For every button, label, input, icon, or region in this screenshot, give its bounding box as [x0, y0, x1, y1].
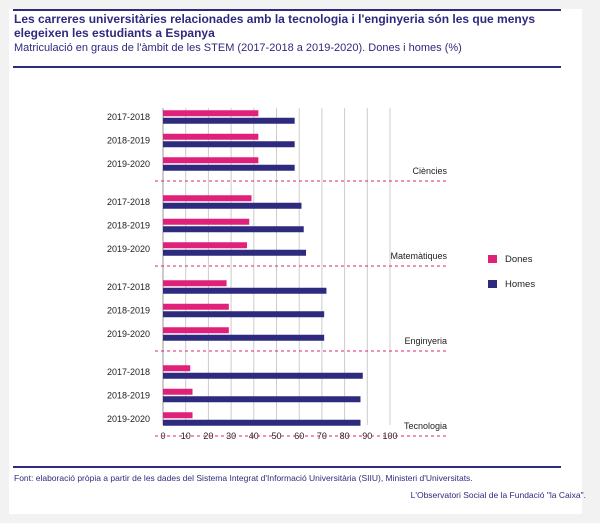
y-tick-label: 2019-2020: [107, 329, 150, 339]
bar-homes: [163, 334, 325, 341]
group-label: Enginyeria: [404, 336, 447, 346]
legend-label: Homes: [505, 279, 535, 290]
group-label: Tecnologia: [404, 421, 447, 431]
bar-dones: [163, 327, 229, 334]
bar-homes: [163, 372, 363, 379]
bar-homes: [163, 202, 302, 209]
x-tick-label: 30: [226, 431, 236, 441]
y-tick-label: 2017-2018: [107, 367, 150, 377]
bar-homes: [163, 117, 295, 124]
chart-subtitle: Matriculació en graus de l'àmbit de les …: [14, 42, 462, 54]
bar-dones: [163, 303, 229, 310]
y-tick-label: 2018-2019: [107, 221, 150, 231]
y-tick-label: 2019-2020: [107, 244, 150, 254]
bar-homes: [163, 311, 325, 318]
bar-dones: [163, 365, 191, 372]
bar-homes: [163, 419, 361, 426]
bar-dones: [163, 388, 193, 395]
bar-dones: [163, 133, 259, 140]
bar-dones: [163, 412, 193, 419]
legend-swatch: [488, 255, 497, 263]
x-tick-label: 20: [203, 431, 213, 441]
bar-homes: [163, 141, 295, 148]
legend-swatch: [488, 280, 497, 288]
x-tick-label: 80: [340, 431, 350, 441]
bar-homes: [163, 226, 304, 233]
bar-dones: [163, 110, 259, 117]
group-label: Matemàtiques: [390, 251, 447, 261]
bar-dones: [163, 280, 227, 287]
y-tick-label: 2018-2019: [107, 136, 150, 146]
bar-homes: [163, 249, 307, 256]
source-note: Font: elaboració pròpia a partir de les …: [14, 473, 473, 483]
y-tick-label: 2019-2020: [107, 159, 150, 169]
y-tick-label: 2018-2019: [107, 391, 150, 401]
header-rule: [13, 66, 561, 68]
credit-note: L'Observatori Social de la Fundació "la …: [410, 490, 586, 500]
y-tick-label: 2019-2020: [107, 414, 150, 424]
chart-card: [9, 9, 582, 514]
bar-dones: [163, 157, 259, 164]
bar-dones: [163, 195, 252, 202]
footer-rule: [13, 466, 561, 468]
chart-title: Les carreres universitàries relacionades…: [14, 12, 536, 40]
x-tick-label: 70: [317, 431, 327, 441]
bar-dones: [163, 218, 250, 225]
y-tick-label: 2017-2018: [107, 112, 150, 122]
bar-homes: [163, 164, 295, 171]
y-tick-label: 2018-2019: [107, 306, 150, 316]
bar-homes: [163, 287, 327, 294]
legend-label: Dones: [505, 254, 533, 265]
y-tick-label: 2017-2018: [107, 197, 150, 207]
group-label: Ciències: [412, 166, 447, 176]
bar-dones: [163, 242, 247, 249]
bar-homes: [163, 396, 361, 403]
y-tick-label: 2017-2018: [107, 282, 150, 292]
top-rule: [13, 9, 561, 11]
